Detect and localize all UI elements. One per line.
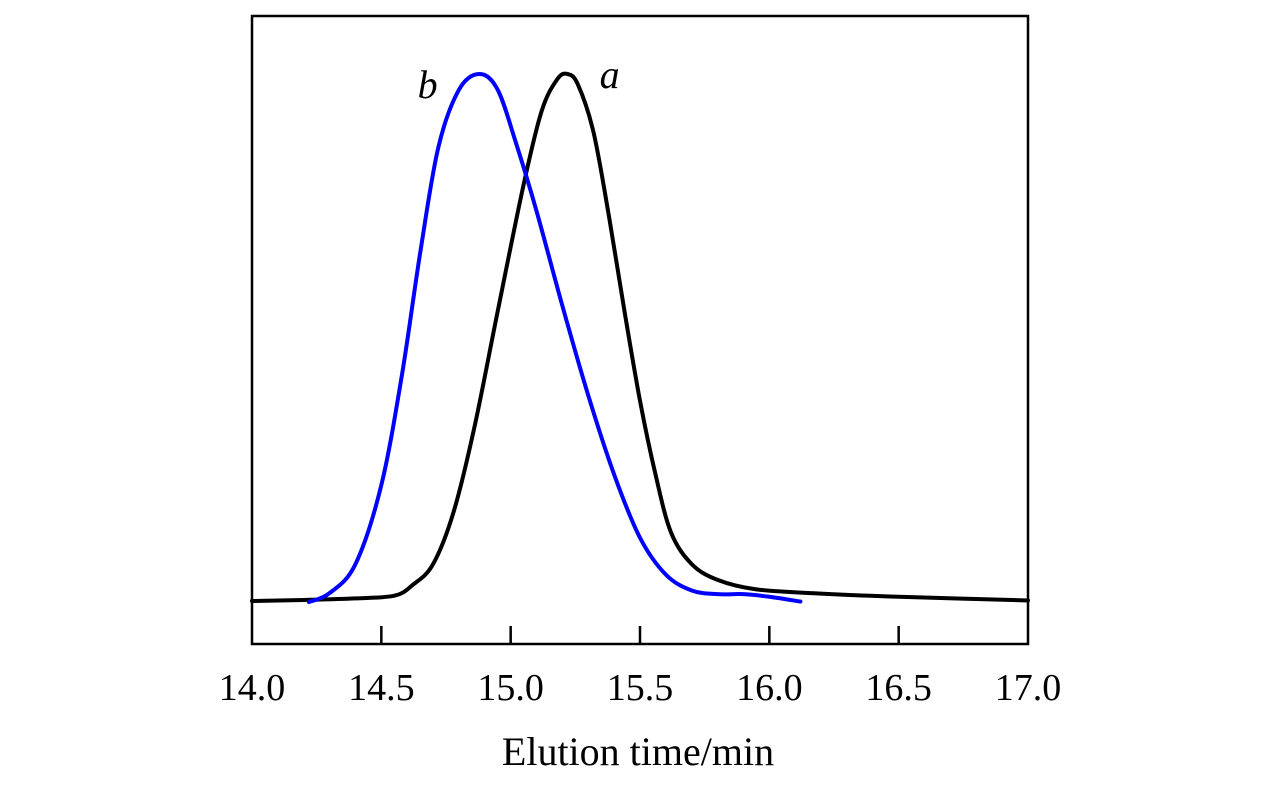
x-tick-label: 15.0 bbox=[477, 667, 544, 709]
x-tick-label: 16.5 bbox=[865, 667, 932, 709]
x-tick-label: 14.5 bbox=[348, 667, 415, 709]
x-tick-label: 17.0 bbox=[995, 667, 1062, 709]
series-curves bbox=[250, 71, 1030, 605]
x-tick-labels: 14.0 14.5 15.0 15.5 16.0 16.5 17.0 bbox=[219, 667, 1062, 709]
x-tick-label: 16.0 bbox=[736, 667, 803, 709]
plot-frame bbox=[250, 14, 1030, 646]
series-labels: ab bbox=[418, 52, 620, 107]
series-label-b: b bbox=[418, 62, 438, 107]
series-line-b bbox=[306, 72, 803, 605]
x-tick-label: 14.0 bbox=[219, 667, 286, 709]
x-ticks bbox=[380, 626, 900, 644]
series-label-a: a bbox=[600, 52, 620, 97]
x-tick-label: 15.5 bbox=[607, 667, 674, 709]
x-axis-label: Elution time/min bbox=[502, 729, 774, 774]
series-line-a bbox=[250, 71, 1030, 603]
